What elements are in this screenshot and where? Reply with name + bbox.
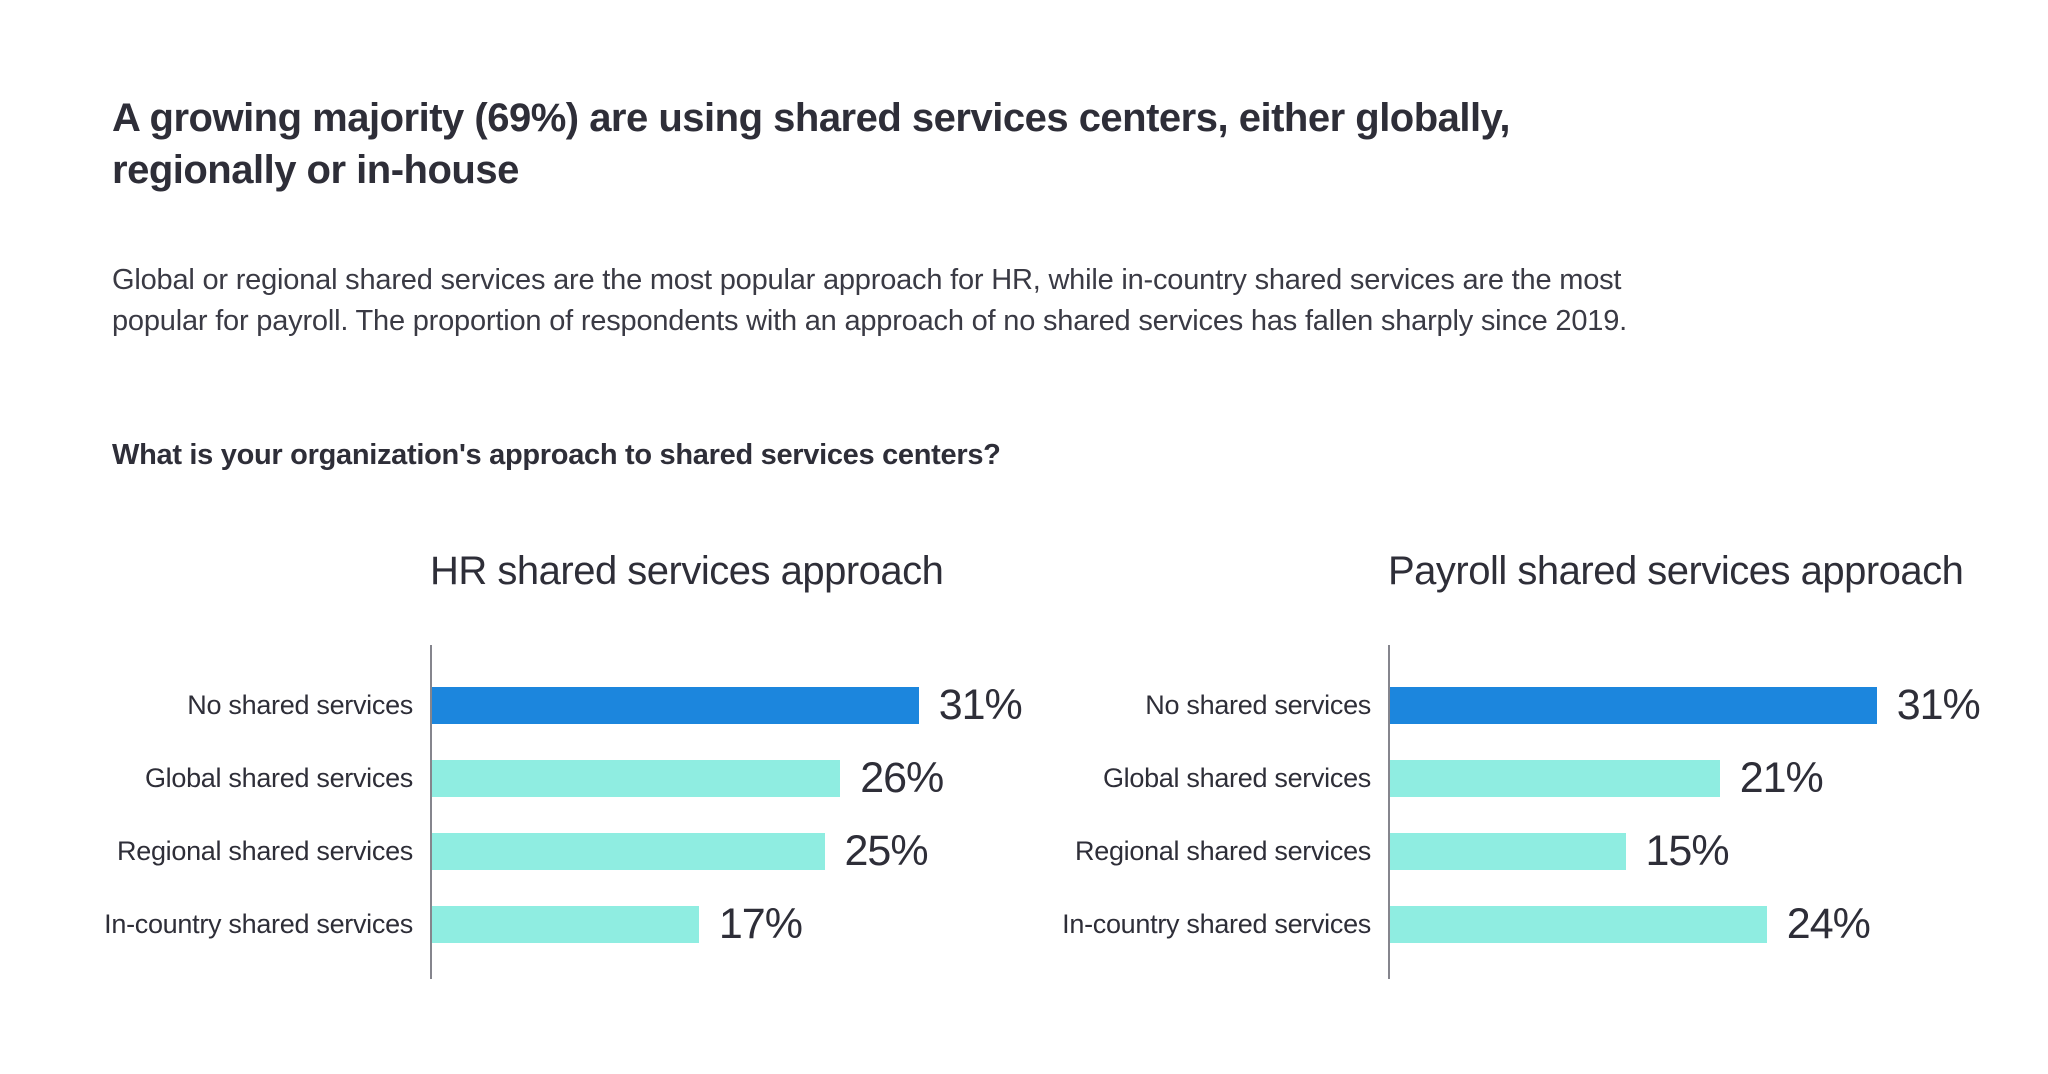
payroll-chart-title: Payroll shared services approach <box>1388 549 1964 593</box>
bar <box>432 906 699 943</box>
bar <box>1390 833 1626 870</box>
hr-bar-area: 31% 26% 25% 17% <box>430 645 1060 979</box>
value-label: 31% <box>938 681 1023 729</box>
value-label: 24% <box>1786 900 1871 948</box>
section-description: Global or regional shared services are t… <box>112 260 2018 342</box>
payroll-chart-plot: No shared services Global shared services… <box>1062 645 2018 979</box>
category-label: In-country shared services <box>104 909 413 939</box>
bar-row: 25% <box>432 815 1060 888</box>
value-label: 17% <box>718 900 803 948</box>
category-label: Regional shared services <box>117 836 413 866</box>
bar <box>432 833 825 870</box>
survey-question: What is your organization's approach to … <box>112 439 1001 471</box>
bar <box>1390 906 1767 943</box>
bar-row: 15% <box>1390 815 2018 888</box>
description-line-1: Global or regional shared services are t… <box>112 264 1622 296</box>
bar-row: 26% <box>432 742 1060 815</box>
report-section: A growing majority (69%) are using share… <box>0 92 2048 979</box>
value-label: 25% <box>844 827 929 875</box>
hr-chart-plot: No shared services Global shared services… <box>104 645 1060 979</box>
heading-line-2: regionally or in-house <box>112 148 519 192</box>
heading-line-1: A growing majority (69%) are using share… <box>112 96 1511 140</box>
bar-row: 24% <box>1390 888 2018 961</box>
category-label: No shared services <box>187 690 413 720</box>
bar <box>432 687 919 724</box>
bar-row: 17% <box>432 888 1060 961</box>
bar <box>1390 760 1720 797</box>
bar-row: 21% <box>1390 742 2018 815</box>
hr-shared-services-chart: HR shared services approach No shared se… <box>104 547 1060 979</box>
section-heading: A growing majority (69%) are using share… <box>112 92 2018 196</box>
bar-row: 31% <box>432 669 1060 742</box>
description-line-2: popular for payroll. The proportion of r… <box>112 305 1627 337</box>
category-label: Regional shared services <box>1075 836 1371 866</box>
bar-row: 31% <box>1390 669 2018 742</box>
value-label: 15% <box>1645 827 1730 875</box>
hr-category-labels: No shared services Global shared services… <box>104 645 430 979</box>
payroll-category-labels: No shared services Global shared services… <box>1062 645 1388 979</box>
value-label: 21% <box>1739 754 1824 802</box>
category-label: Global shared services <box>1102 763 1371 793</box>
category-label: Global shared services <box>144 763 413 793</box>
value-label: 26% <box>860 754 944 802</box>
category-label: No shared services <box>1145 690 1371 720</box>
hr-chart-title: HR shared services approach <box>430 549 944 593</box>
payroll-shared-services-chart: Payroll shared services approach No shar… <box>1062 547 2018 979</box>
charts-row: HR shared services approach No shared se… <box>104 547 2018 979</box>
payroll-bar-area: 31% 21% 15% 24% <box>1388 645 2018 979</box>
value-label: 31% <box>1896 681 1981 729</box>
category-label: In-country shared services <box>1062 909 1371 939</box>
bar <box>1390 687 1877 724</box>
bar <box>432 760 841 797</box>
